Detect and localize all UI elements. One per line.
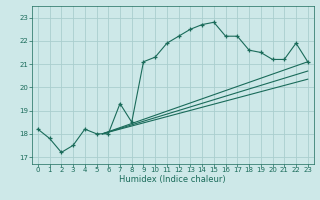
- X-axis label: Humidex (Indice chaleur): Humidex (Indice chaleur): [119, 175, 226, 184]
